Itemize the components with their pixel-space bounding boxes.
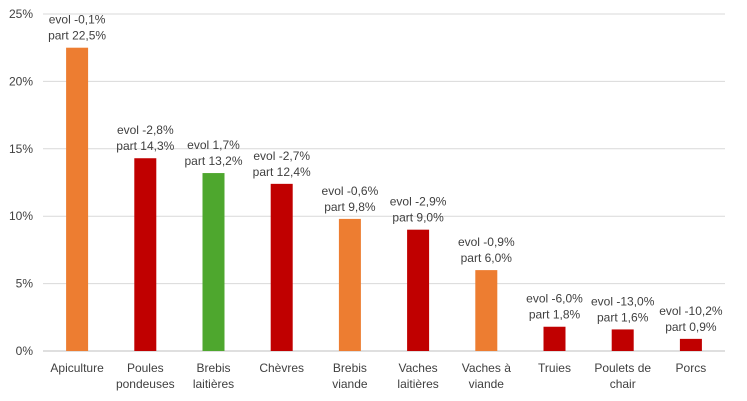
data-label-line: evol -13,0% (591, 294, 655, 308)
category-label: Porcs (676, 361, 707, 375)
category-label: Poules pondeuses (116, 361, 175, 391)
y-tick-label: 5% (16, 277, 34, 291)
data-label-line: evol 1,7% (187, 138, 240, 152)
data-label: evol -6,0% part 1,8% (526, 292, 583, 322)
data-label-line: evol -2,7% (253, 149, 310, 163)
bar (134, 158, 157, 351)
category-label: Poulets de chair (594, 361, 651, 391)
data-label-line: part 9,0% (392, 211, 444, 225)
category-label: Brebis laitières (193, 361, 234, 391)
category-label-line: laitières (193, 377, 234, 391)
category-label: Brebis viande (332, 361, 368, 391)
data-label-line: evol -6,0% (526, 292, 583, 306)
category-label: Apiculture (50, 361, 104, 375)
data-label: evol -0,6% part 9,8% (322, 184, 379, 214)
data-label-line: evol -0,9% (458, 235, 515, 249)
category-label-line: Porcs (676, 361, 707, 375)
data-label-line: part 9,8% (324, 200, 376, 214)
y-tick-label: 10% (9, 209, 33, 223)
data-label-line: part 22,5% (48, 29, 106, 43)
category-label-line: pondeuses (116, 377, 175, 391)
y-tick-label: 0% (16, 344, 34, 358)
bar (543, 326, 566, 351)
bars (66, 47, 702, 351)
data-label: evol -0,1% part 22,5% (48, 13, 106, 43)
category-label-line: viande (332, 377, 368, 391)
data-label: evol -2,8% part 14,3% (116, 123, 174, 153)
y-axis-ticks: 0% 5% 10% 15% 20% 25% (9, 7, 33, 358)
data-label-line: evol -0,6% (322, 184, 379, 198)
data-label-line: evol -0,1% (49, 13, 106, 27)
data-label-line: part 1,8% (529, 308, 581, 322)
gridlines (43, 13, 725, 352)
y-tick-label: 15% (9, 142, 33, 156)
data-label-line: part 6,0% (461, 251, 513, 265)
category-label-line: Brebis (196, 361, 230, 375)
data-label: evol -2,7% part 12,4% (253, 149, 311, 179)
data-label-line: evol -2,9% (390, 195, 447, 209)
category-label-line: Poules (127, 361, 164, 375)
category-label-line: chair (610, 377, 636, 391)
category-label: Chèvres (259, 361, 304, 375)
data-label-line: evol -2,8% (117, 123, 174, 137)
bar (202, 173, 225, 351)
category-label-line: Brebis (333, 361, 367, 375)
category-label: Truies (538, 361, 571, 375)
data-label-line: part 12,4% (253, 165, 311, 179)
y-tick-label: 20% (9, 74, 33, 88)
data-label: evol -2,9% part 9,0% (390, 195, 447, 225)
y-tick-label: 25% (9, 7, 33, 21)
data-label: evol -0,9% part 6,0% (458, 235, 515, 265)
category-label-line: Truies (538, 361, 571, 375)
bar (66, 47, 89, 351)
data-labels: evol -0,1% part 22,5% evol -2,8% part 14,3%… (48, 13, 723, 334)
data-label: evol -13,0% part 1,6% (591, 294, 655, 324)
data-label: evol -10,2% part 0,9% (659, 304, 723, 334)
category-label: Vaches à viande (462, 361, 511, 391)
bar (475, 270, 498, 351)
category-label-line: Poulets de (594, 361, 651, 375)
bar (679, 338, 702, 351)
category-label-line: laitières (397, 377, 438, 391)
category-label-line: Vaches (399, 361, 438, 375)
category-label-line: Chèvres (259, 361, 304, 375)
bar (407, 229, 430, 351)
x-axis-categories: Apiculture Poules pondeuses Brebis laitières… (50, 361, 706, 391)
bar (611, 329, 634, 351)
category-label-line: Apiculture (50, 361, 104, 375)
bar (270, 183, 293, 351)
data-label-line: part 13,2% (184, 154, 242, 168)
data-label: evol 1,7% part 13,2% (184, 138, 242, 168)
category-label-line: Vaches à (462, 361, 511, 375)
data-label-line: evol -10,2% (659, 304, 723, 318)
category-label: Vaches laitières (397, 361, 438, 391)
data-label-line: part 0,9% (665, 320, 717, 334)
data-label-line: part 14,3% (116, 139, 174, 153)
category-label-line: viande (469, 377, 505, 391)
bar (338, 218, 361, 351)
data-label-line: part 1,6% (597, 310, 649, 324)
